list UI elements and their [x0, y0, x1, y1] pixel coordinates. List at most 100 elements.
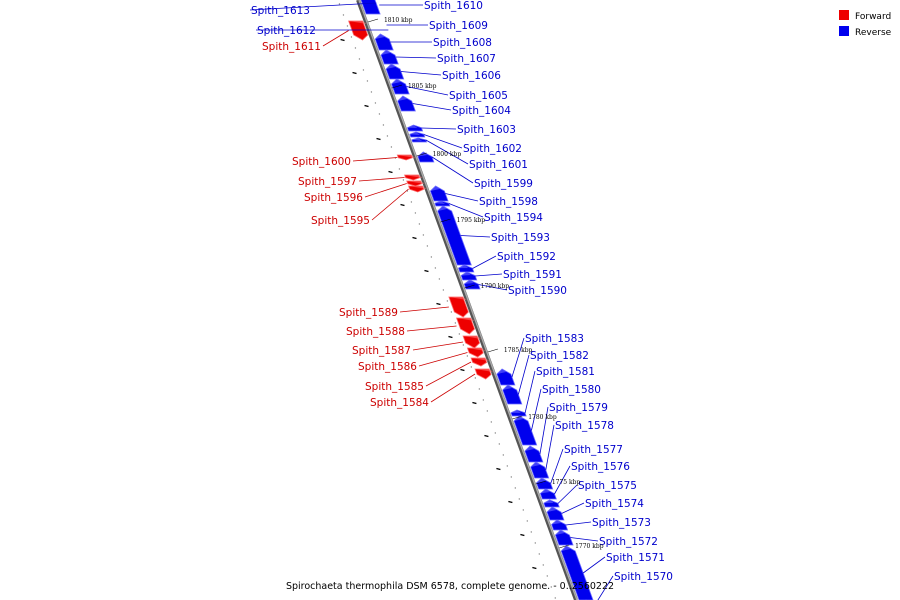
- guide-dot: [542, 564, 544, 566]
- gene-arrow-shade: [463, 336, 482, 339]
- gene-label-spith-1578[interactable]: Spith_1578: [555, 420, 614, 432]
- guide-dot: [466, 355, 469, 357]
- gene-label-spith-1573[interactable]: Spith_1573: [592, 517, 651, 529]
- gene-label-spith-1600[interactable]: Spith_1600: [292, 156, 351, 168]
- gene-arrow-shade: [502, 385, 512, 390]
- gene-label-spith-1606[interactable]: Spith_1606: [442, 70, 501, 82]
- leader-line: [475, 273, 503, 277]
- gene-label-spith-1613[interactable]: Spith_1613: [251, 5, 310, 17]
- gene-arrow-spith-1591: [460, 271, 478, 281]
- guide-dot: [522, 509, 524, 511]
- gene-label-spith-1585[interactable]: Spith_1585: [365, 381, 424, 393]
- gene-label-spith-1577[interactable]: Spith_1577: [564, 444, 623, 456]
- gene-label-spith-1605[interactable]: Spith_1605: [449, 90, 508, 102]
- kbp-tick-label: 1780 kbp: [528, 414, 557, 421]
- tick-dash: [460, 368, 465, 372]
- gene-arrow-shade: [456, 318, 475, 321]
- gene-label-spith-1580[interactable]: Spith_1580: [542, 384, 601, 396]
- guide-dot: [446, 300, 449, 302]
- gene-label-spith-1603[interactable]: Spith_1603: [457, 124, 516, 136]
- gene-arrow-shade: [510, 410, 521, 413]
- tick-dash: [532, 566, 537, 570]
- gene-label-spith-1602[interactable]: Spith_1602: [463, 143, 522, 155]
- guide-dot: [478, 388, 481, 390]
- leader-line: [423, 134, 463, 149]
- gene-label-spith-1588[interactable]: Spith_1588: [346, 326, 405, 338]
- guide-dot: [490, 421, 493, 423]
- gene-labels: Spith_1613 Spith_1612 Spith_1611 Spith_1610…: [251, 0, 673, 583]
- gene-arrow-shade: [437, 206, 447, 211]
- gene-arrow-shade: [543, 500, 554, 504]
- gene-label-spith-1595[interactable]: Spith_1595: [311, 215, 370, 227]
- gene-label-spith-1610[interactable]: Spith_1610: [424, 0, 483, 12]
- gene-arrow-spith-1575: [543, 499, 560, 508]
- gene-label-spith-1572[interactable]: Spith_1572: [599, 536, 658, 548]
- genes-layer: [348, 0, 594, 600]
- guide-dot: [534, 542, 536, 544]
- gene-label-spith-1574[interactable]: Spith_1574: [585, 498, 644, 510]
- gene-label-spith-1611[interactable]: Spith_1611: [262, 41, 321, 53]
- leader-line: [399, 306, 449, 313]
- gene-label-spith-1581[interactable]: Spith_1581: [536, 366, 595, 378]
- gene-label-spith-1589[interactable]: Spith_1589: [339, 307, 398, 319]
- gene-label-spith-1608[interactable]: Spith_1608: [433, 37, 492, 49]
- gene-label-spith-1598[interactable]: Spith_1598: [479, 196, 538, 208]
- gene-label-spith-1592[interactable]: Spith_1592: [497, 251, 556, 263]
- gene-label-spith-1609[interactable]: Spith_1609: [429, 20, 488, 32]
- kbp-tick-label: 1810 kbp: [384, 17, 413, 24]
- gene-arrow-spith-1573: [551, 519, 569, 531]
- leader-line: [445, 193, 479, 202]
- gene-arrow-shade: [375, 34, 385, 39]
- gene-label-spith-1586[interactable]: Spith_1586: [358, 361, 417, 373]
- gene-label-spith-1597[interactable]: Spith_1597: [298, 176, 357, 188]
- guide-dot: [398, 168, 401, 170]
- kbp-tick-mark: [416, 152, 427, 157]
- gene-label-spith-1583[interactable]: Spith_1583: [525, 333, 584, 345]
- gene-label-spith-1571[interactable]: Spith_1571: [606, 552, 665, 564]
- gene-arrow-shade: [397, 155, 416, 158]
- gene-label-spith-1607[interactable]: Spith_1607: [437, 53, 496, 65]
- gene-label-spith-1593[interactable]: Spith_1593: [491, 232, 550, 244]
- gene-label-spith-1575[interactable]: Spith_1575: [578, 480, 637, 492]
- gene-arrow-shade: [561, 546, 571, 551]
- genome-backbone: [356, 0, 578, 600]
- guide-dot: [530, 531, 532, 533]
- leader-line: [545, 424, 555, 471]
- tick-dashes: [340, 38, 537, 570]
- gene-label-spith-1582[interactable]: Spith_1582: [530, 350, 589, 362]
- leader-line: [517, 354, 530, 395]
- leader-line: [431, 156, 474, 184]
- gene-label-spith-1590[interactable]: Spith_1590: [508, 285, 567, 297]
- reverse-legend-label: Reverse: [855, 28, 892, 38]
- guide-dot: [370, 91, 373, 93]
- guide-dot: [426, 245, 429, 247]
- gene-label-spith-1612[interactable]: Spith_1612: [257, 25, 316, 37]
- gene-label-spith-1587[interactable]: Spith_1587: [352, 345, 411, 357]
- leader-line: [472, 255, 497, 269]
- genome-backbone-highlight: [358, 0, 578, 600]
- tick-dash: [376, 137, 381, 141]
- gene-label-spith-1594[interactable]: Spith_1594: [484, 212, 543, 224]
- gene-label-spith-1599[interactable]: Spith_1599: [474, 178, 533, 190]
- kbp-tick-label: 1790 kbp: [481, 283, 510, 290]
- forward-legend-label: Forward: [855, 12, 891, 22]
- gene-label-spith-1601[interactable]: Spith_1601: [469, 159, 528, 171]
- gene-label-spith-1596[interactable]: Spith_1596: [304, 192, 363, 204]
- leader-line: [425, 361, 472, 387]
- gene-label-spith-1576[interactable]: Spith_1576: [571, 461, 630, 473]
- gene-label-spith-1570[interactable]: Spith_1570: [614, 571, 673, 583]
- guide-dot: [454, 322, 457, 324]
- kbp-tick-mark: [464, 284, 475, 289]
- gene-arrow-spith-1593: [437, 205, 472, 266]
- gene-arrow-shade: [547, 507, 557, 512]
- gene-arrow-shade: [404, 175, 423, 178]
- gene-label-spith-1579[interactable]: Spith_1579: [549, 402, 608, 414]
- tick-dash: [400, 203, 405, 207]
- guide-dot: [486, 410, 489, 412]
- tick-dash: [496, 467, 501, 471]
- gene-label-spith-1584[interactable]: Spith_1584: [370, 397, 429, 409]
- gene-label-spith-1604[interactable]: Spith_1604: [452, 105, 511, 117]
- gene-arrow-spith-1571: [560, 545, 594, 600]
- gene-label-spith-1591[interactable]: Spith_1591: [503, 269, 562, 281]
- gene-arrow-spith-1592: [457, 264, 475, 273]
